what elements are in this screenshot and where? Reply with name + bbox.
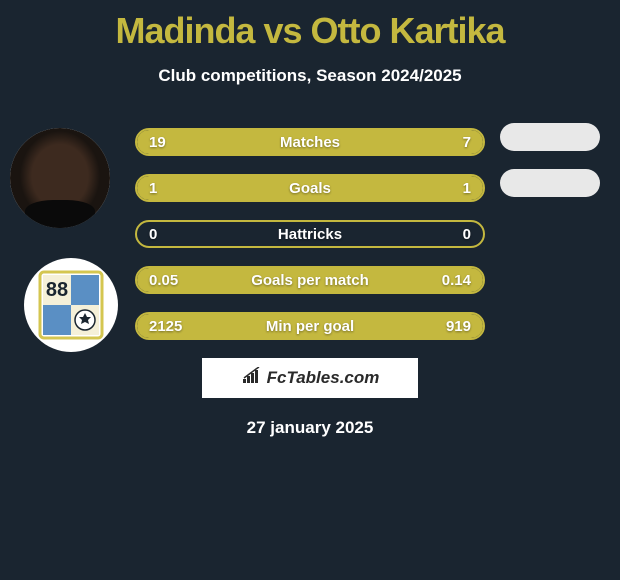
stat-row-goals-per-match: 0.05 Goals per match 0.14 [135,266,485,294]
attribution-box: FcTables.com [202,358,418,398]
stat-label: Min per goal [137,318,483,335]
stat-label: Goals [137,180,483,197]
stat-row-matches: 19 Matches 7 [135,128,485,156]
stat-row-min-per-goal: 2125 Min per goal 919 [135,312,485,340]
stat-right-value: 7 [463,134,471,151]
avatar-placeholder [10,128,110,228]
svg-text:88: 88 [46,279,68,301]
player2-pill-2 [500,169,600,197]
page-subtitle: Club competitions, Season 2024/2025 [0,66,620,86]
stat-right-value: 919 [446,318,471,335]
stat-right-value: 0 [463,226,471,243]
team-badge: 88 [24,258,118,352]
stat-row-goals: 1 Goals 1 [135,174,485,202]
stat-row-hattricks: 0 Hattricks 0 [135,220,485,248]
team-badge-icon: 88 [24,258,118,352]
stats-container: 88 19 Matches 7 1 Goals 1 0 Hattricks 0 … [0,128,620,438]
stat-label: Hattricks [137,226,483,243]
stat-right-value: 0.14 [442,272,471,289]
stat-right-value: 1 [463,180,471,197]
stat-label: Matches [137,134,483,151]
chart-icon [241,367,263,390]
page-date: 27 january 2025 [0,418,620,438]
attribution-text: FcTables.com [267,368,380,388]
stat-label: Goals per match [137,272,483,289]
page-title: Madinda vs Otto Kartika [0,0,620,52]
player2-pill-1 [500,123,600,151]
player1-avatar [10,128,110,228]
